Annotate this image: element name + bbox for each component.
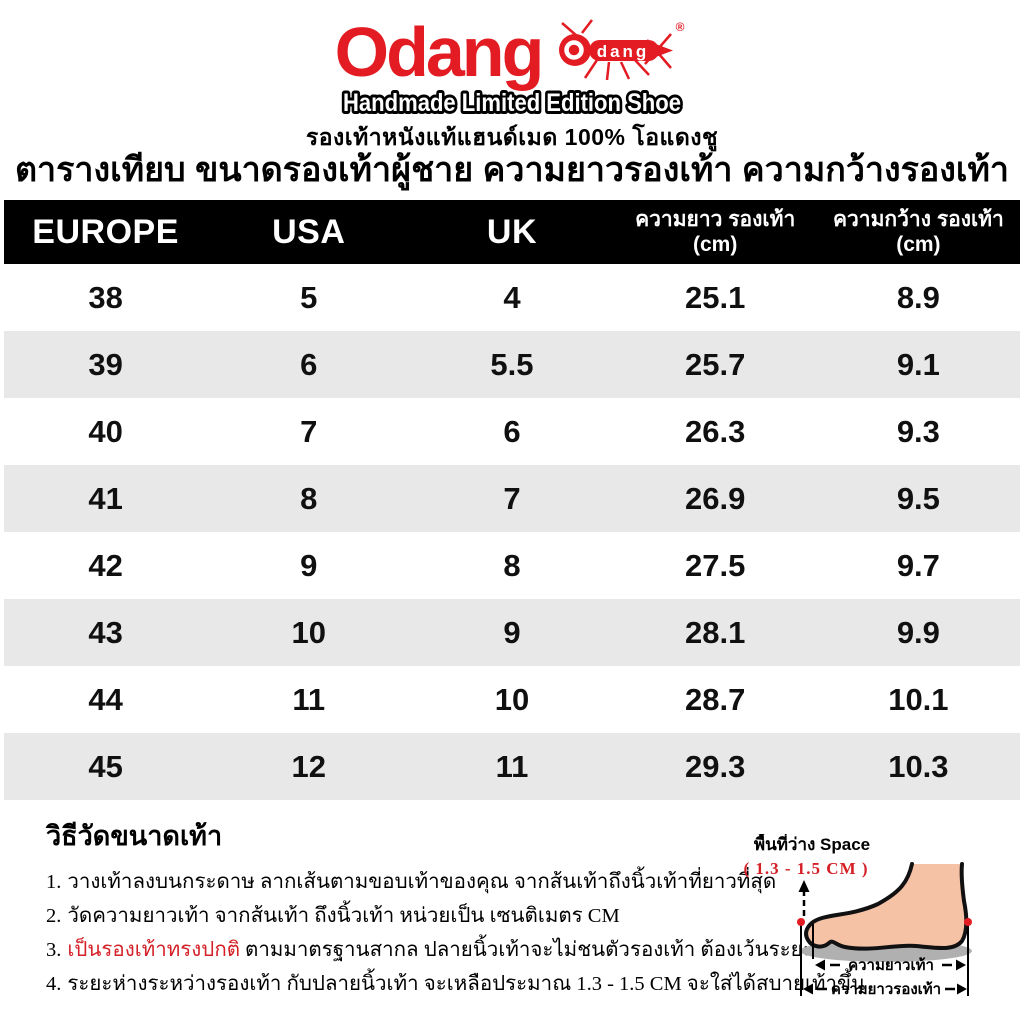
page-title: ตารางเทียบ ขนาดรองเท้าผู้ชาย ความยาวรองเ…	[14, 151, 1010, 189]
instruction-step-3: 3. เป็นรองเท้าทรงปกติ ตามมาตรฐานสากล ปลายน…	[46, 933, 849, 967]
cell-usa: 11	[292, 681, 326, 717]
measuring-instructions: วิธีวัดขนาดเท้า 1. วางเท้าลงบนกระดาษ ลากเ…	[46, 814, 865, 1001]
cell-eu: 39	[88, 346, 123, 382]
table-row: 45 12 11 29.3 10.3	[4, 733, 1020, 800]
cell-uk: 8	[503, 547, 521, 583]
instructions-heading: วิธีวัดขนาดเท้า	[46, 821, 223, 851]
col-header-length-unit: (cm)	[692, 233, 738, 256]
cell-uk: 5.5	[490, 346, 534, 382]
col-header-width-label: ความกว้าง รองเท้า	[832, 208, 1004, 231]
step-number: 1.	[46, 871, 62, 893]
cell-length: 26.3	[684, 413, 746, 449]
table-row: 38 5 4 25.1 8.9	[4, 264, 1020, 331]
step-number: 2.	[46, 905, 62, 927]
cell-usa: 9	[300, 547, 318, 583]
brand-header: Odang dang ®	[0, 16, 1024, 156]
brand-tagline-banner: Handmade Limited Edition Shoe	[340, 86, 684, 120]
space-label: พื้นที่ว่าง Space	[754, 834, 870, 854]
cell-width: 8.9	[896, 279, 940, 315]
foot-measurement-diagram: พื้นที่ว่าง Space ( 1.3 - 1.5 CM ) ความย…	[743, 834, 972, 998]
cell-eu: 44	[88, 681, 123, 717]
table-row: 44 11 10 28.7 10.1	[4, 666, 1020, 733]
cell-usa: 8	[300, 480, 318, 516]
table-row: 41 8 7 26.9 9.5	[4, 465, 1020, 532]
table-row: 40 7 6 26.3 9.3	[4, 398, 1020, 465]
size-table-header: EUROPE USA UK ความยาว รองเท้า (cm) ความก…	[4, 200, 1020, 264]
cell-width: 10.1	[888, 681, 949, 717]
cell-length: 28.7	[684, 681, 746, 717]
table-row: 39 6 5.5 25.7 9.1	[4, 331, 1020, 398]
shoe-length-arrow-left	[803, 983, 813, 995]
cell-eu: 45	[88, 748, 123, 784]
table-row: 42 9 8 27.5 9.7	[4, 532, 1020, 599]
cell-uk: 9	[503, 614, 521, 650]
cell-usa: 12	[291, 748, 327, 784]
col-header-width-unit: (cm)	[896, 233, 941, 256]
cell-length: 29.3	[684, 748, 746, 784]
space-arrow-head	[798, 880, 810, 892]
ant-logo-letters: dang	[597, 42, 650, 61]
toe-reference-dot	[797, 918, 805, 926]
instruction-step-2: 2. วัดความยาวเท้า จากส้นเท้า ถึงนิ้วเท้า …	[46, 899, 714, 933]
space-value-label: ( 1.3 - 1.5 CM )	[743, 859, 868, 878]
cell-usa: 10	[291, 614, 327, 650]
col-header-uk: UK	[410, 200, 614, 264]
registered-mark: ®	[676, 20, 685, 34]
cell-uk: 10	[494, 681, 530, 717]
col-header-europe: EUROPE	[4, 200, 208, 264]
cell-eu: 42	[88, 547, 123, 583]
cell-usa: 6	[300, 346, 318, 382]
cell-eu: 43	[88, 614, 123, 650]
instruction-step-4: 4. ระยะห่างระหว่างรองเท้า กับปลายนิ้วเท้า…	[46, 967, 865, 1001]
cell-eu: 38	[88, 279, 123, 315]
col-header-length: ความยาว รองเท้า (cm)	[613, 200, 817, 264]
size-table: EUROPE USA UK ความยาว รองเท้า (cm) ความก…	[4, 200, 1020, 800]
col-header-usa: USA	[207, 200, 411, 264]
step-text-highlight: เป็นรองเท้าทรงปกติ	[67, 939, 241, 961]
cell-length: 25.7	[684, 346, 746, 382]
shoe-length-label: ความยาวรองเท้า	[831, 981, 941, 998]
cell-uk: 4	[503, 279, 521, 315]
col-header-length-label: ความยาว รองเท้า	[635, 208, 796, 231]
header-row: EUROPE USA UK ความยาว รองเท้า (cm) ความก…	[4, 200, 1020, 264]
cell-uk: 11	[495, 748, 529, 784]
foot-length-label: ความยาวเท้า	[848, 957, 934, 974]
foot-illustration	[806, 864, 967, 949]
cell-width: 9.1	[896, 346, 940, 382]
foot-length-arrow-left	[815, 959, 825, 971]
step-text: วัดความยาวเท้า จากส้นเท้า ถึงนิ้วเท้า หน…	[67, 905, 620, 927]
cell-uk: 6	[503, 413, 521, 449]
table-row: 43 10 9 28.1 9.9	[4, 599, 1020, 666]
cell-eu: 41	[88, 480, 123, 516]
step-text: ระยะห่างระหว่างรองเท้า กับปลายนิ้วเท้า จ…	[67, 973, 866, 995]
shoe-length-arrow-right	[957, 983, 967, 995]
cell-length: 28.1	[684, 614, 746, 650]
cell-width: 9.7	[896, 547, 940, 583]
brand-logo-text: Odang	[334, 13, 545, 91]
step-text: ตามมาตรฐานสากล ปลายนิ้วเท้าจะไม่ชนตัวรอง…	[245, 939, 849, 961]
cell-length: 26.9	[684, 480, 746, 516]
foot-length-arrow-right	[956, 959, 966, 971]
brand-logo-row: Odang dang ®	[0, 16, 1024, 88]
cell-usa: 7	[300, 413, 318, 449]
brand-tagline-en: Handmade Limited Edition Shoe	[343, 89, 681, 117]
brand-tagline-th: รองเท้าหนังแท้แฮนด์เมด 100% โอแดงชู	[305, 124, 719, 150]
cell-length: 27.5	[684, 547, 746, 583]
step-text: วางเท้าลงบนกระดาษ ลากเส้นตามขอบเท้าของคุ…	[67, 871, 777, 893]
ant-logo-icon: dang ®	[559, 19, 685, 81]
cell-uk: 7	[503, 480, 521, 516]
cell-width: 9.9	[896, 614, 940, 650]
col-header-width: ความกว้าง รองเท้า (cm)	[816, 200, 1020, 264]
instruction-step-1: 1. วางเท้าลงบนกระดาษ ลากเส้นตามขอบเท้าของ…	[46, 865, 776, 899]
cell-length: 25.1	[684, 279, 746, 315]
cell-width: 9.3	[896, 413, 940, 449]
step-number: 3.	[46, 939, 62, 961]
cell-eu: 40	[88, 413, 123, 449]
heel-reference-dot	[964, 918, 972, 926]
cell-width: 9.5	[896, 480, 940, 516]
step-number: 4.	[46, 973, 62, 995]
cell-usa: 5	[300, 279, 318, 315]
cell-width: 10.3	[888, 748, 949, 784]
